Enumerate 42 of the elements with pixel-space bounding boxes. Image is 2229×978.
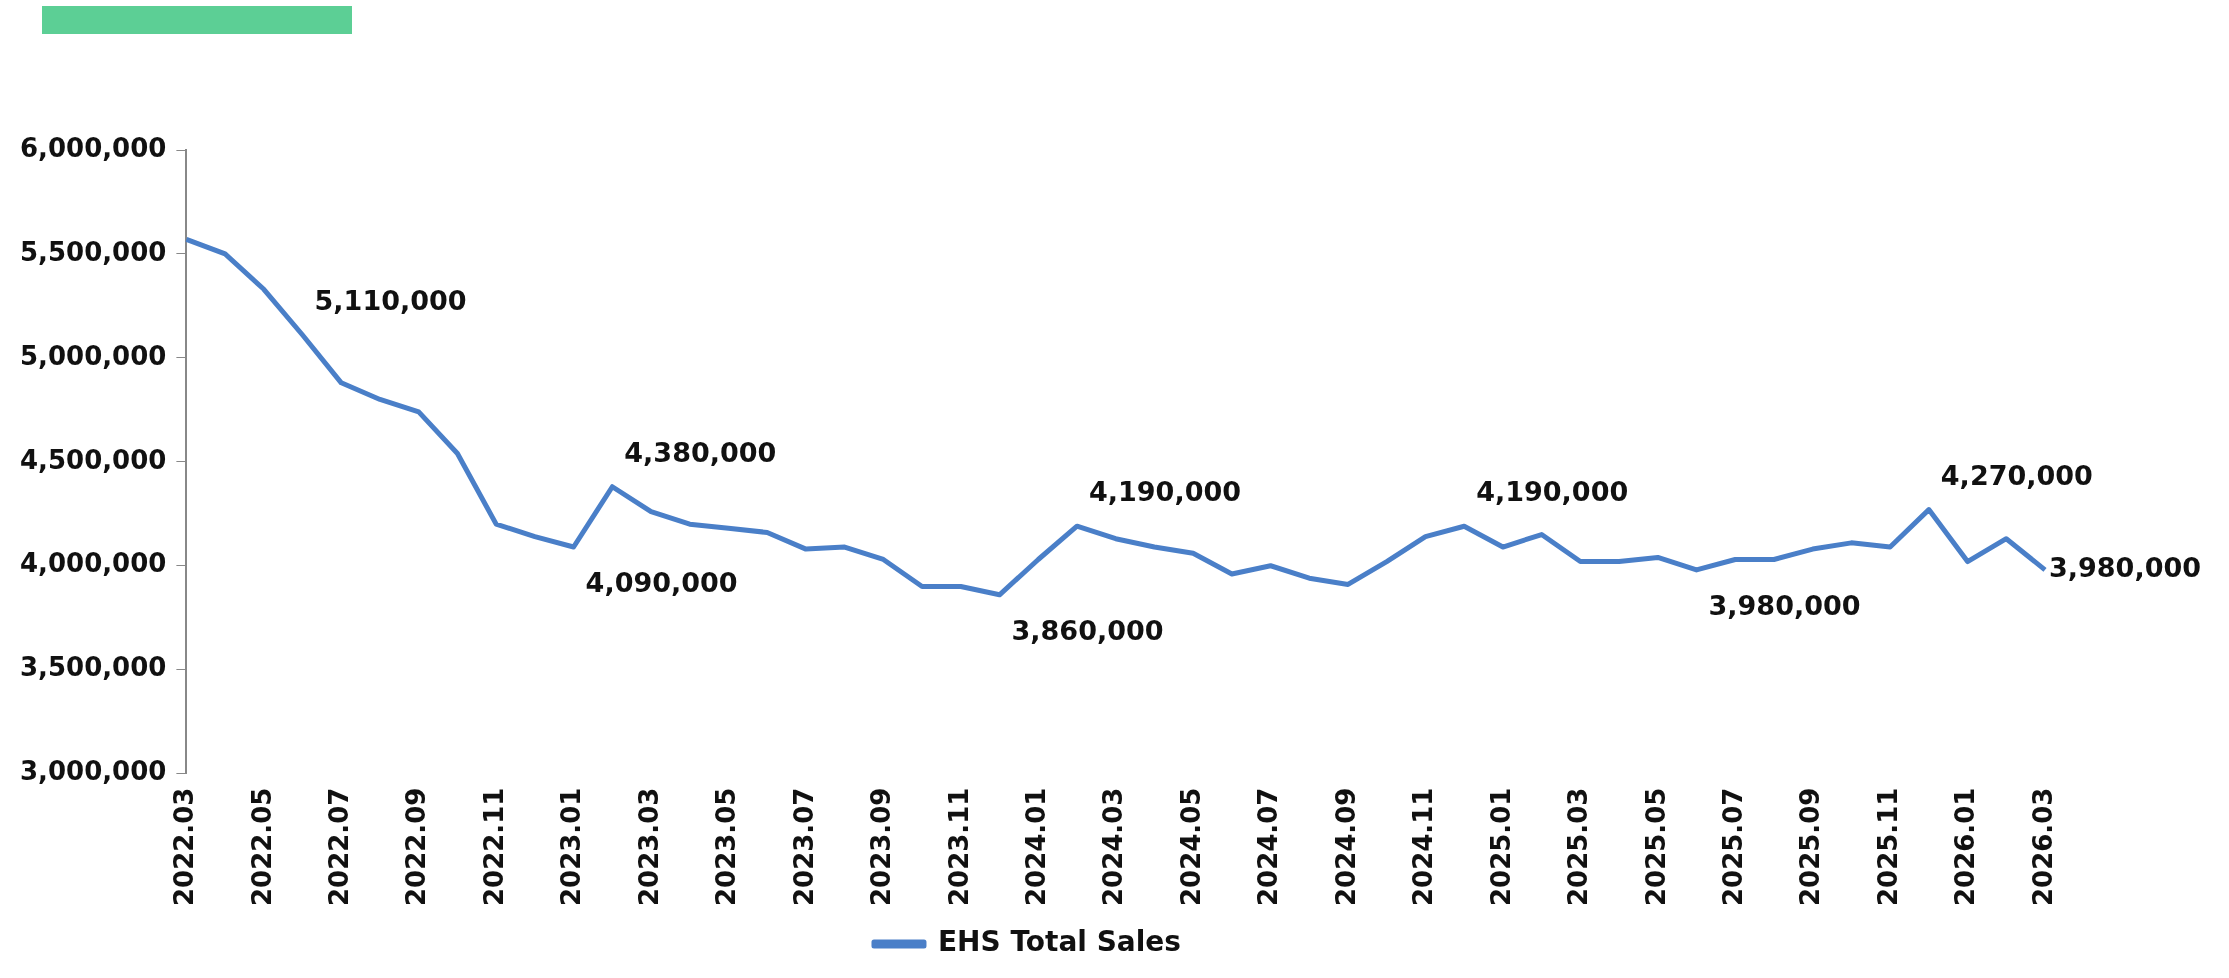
x-tick-label: 2024.07 [1253,787,1284,906]
x-tick-label: 2024.11 [1408,787,1439,906]
x-tick-label: 2025.11 [1872,787,1903,906]
x-tick-label: 2022.11 [478,787,509,906]
x-tick-label: 2024.03 [1098,787,1129,906]
y-tick-label: 5,000,000 [20,340,167,371]
x-tick-label: 2023.07 [788,787,819,906]
x-tick-label: 2024.01 [1021,787,1051,906]
x-tick-label: 2025.09 [1795,787,1826,906]
x-tick-label: 2025.07 [1717,787,1748,906]
x-tick-label: 2023.03 [633,787,664,906]
y-tick-label: 5,500,000 [20,236,167,267]
x-tick-label: 2022.09 [401,787,432,906]
x-tick-label: 2022.07 [324,787,355,906]
x-tick-label: 2023.01 [556,787,587,906]
y-tick-label: 6,000,000 [20,132,167,163]
y-tick-label: 4,500,000 [20,444,167,475]
x-tick-label: 2023.05 [711,787,742,906]
data-label: 4,270,000 [1940,459,2093,491]
x-tick-label: 2025.01 [1485,787,1516,906]
data-label: 5,110,000 [314,285,467,317]
data-label: 3,980,000 [1708,589,1861,621]
data-label: 4,090,000 [585,567,738,599]
y-tick-label: 3,500,000 [20,652,167,683]
x-tick-label: 2023.11 [943,787,974,906]
data-label: 3,860,000 [1011,614,1164,646]
y-tick-label: 3,000,000 [20,756,167,787]
x-tick-label: 2026.03 [2027,787,2058,906]
data-label: 4,380,000 [624,436,777,468]
x-tick-label: 2025.03 [1563,787,1594,906]
x-tick-label: 2024.05 [1175,787,1206,906]
x-tick-label: 2025.05 [1640,787,1671,906]
data-label: 4,190,000 [1476,476,1629,508]
x-tick-label: 2022.03 [169,787,200,906]
y-tick-label: 4,000,000 [20,548,167,579]
legend-label: EHS Total Sales [937,925,1182,959]
x-tick-label: 2024.09 [1330,787,1361,906]
x-tick-label: 2026.01 [1950,787,1981,906]
x-tick-label: 2023.09 [866,787,897,906]
data-label: 4,190,000 [1088,476,1242,508]
data-label: 3,980,000 [2049,551,2202,583]
x-tick-label: 2022.05 [246,787,277,906]
